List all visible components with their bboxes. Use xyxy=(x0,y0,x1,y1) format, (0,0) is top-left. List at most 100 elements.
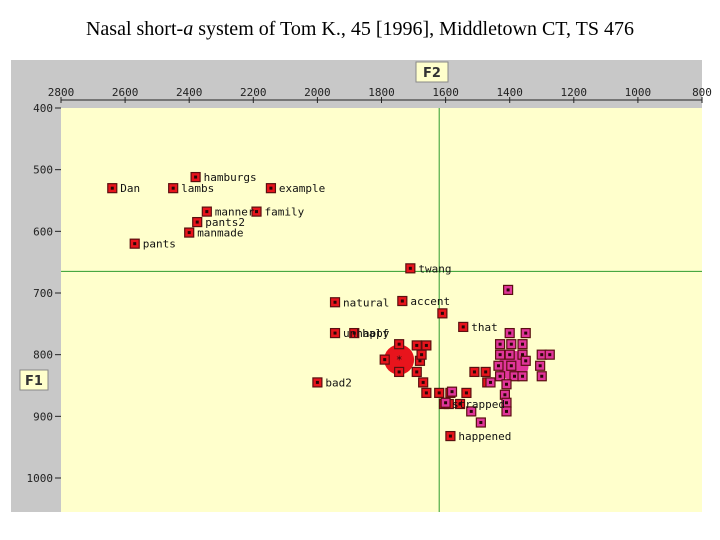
x-tick-label: 1000 xyxy=(625,86,652,99)
data-point-core xyxy=(504,409,508,413)
point-label: family xyxy=(265,206,305,219)
series-mean-marker xyxy=(384,344,415,375)
point-label: accent xyxy=(410,295,450,308)
data-point-core xyxy=(255,210,259,214)
x-tick-label: 2200 xyxy=(240,86,267,99)
x-axis-label-box xyxy=(415,61,449,83)
data-point-core xyxy=(448,434,452,438)
data-point-core xyxy=(315,380,319,384)
y-tick-label: 800 xyxy=(33,349,53,362)
data-point-core xyxy=(484,370,488,374)
y-tick-label: 900 xyxy=(33,410,53,423)
data-point-core xyxy=(415,370,419,374)
point-label: strapped xyxy=(452,398,505,411)
data-point-core xyxy=(195,220,199,224)
x-tick-label: 1800 xyxy=(368,86,395,99)
data-point-core xyxy=(524,331,528,335)
slide-title: Nasal short-a system of Tom K., 45 [1996… xyxy=(0,18,720,41)
point-label: hamburgs xyxy=(204,171,257,184)
data-point-core xyxy=(437,391,441,395)
data-point-core xyxy=(194,175,198,179)
data-point-core xyxy=(458,402,462,406)
x-tick-label: 1400 xyxy=(496,86,523,99)
data-point-core xyxy=(420,353,424,357)
y-tick-label: 600 xyxy=(33,225,53,238)
x-tick-label: 2800 xyxy=(48,86,75,99)
data-point-core xyxy=(521,374,525,378)
data-point-core xyxy=(506,288,510,292)
x-tick-label: 2400 xyxy=(176,86,203,99)
data-point-core xyxy=(424,391,428,395)
x-tick-label: 1600 xyxy=(432,86,459,99)
data-point-core xyxy=(521,342,525,346)
data-point-core xyxy=(205,210,209,214)
point-label: unhappy xyxy=(343,327,390,340)
point-label: twang xyxy=(418,262,451,275)
data-point-core xyxy=(421,380,425,384)
data-point-core xyxy=(498,374,502,378)
point-label: bad2 xyxy=(325,376,352,389)
data-point-core xyxy=(509,342,513,346)
data-point-core xyxy=(488,380,492,384)
data-point-core xyxy=(496,364,500,368)
data-point-core xyxy=(504,382,508,386)
data-point-core xyxy=(418,359,422,363)
x-axis-label: F2 xyxy=(423,66,441,81)
data-point-core xyxy=(352,331,356,335)
data-point-core xyxy=(540,374,544,378)
data-point-core xyxy=(509,364,513,368)
data-point-core xyxy=(400,299,404,303)
plot-area xyxy=(61,108,702,512)
title-italic-a: a xyxy=(183,18,194,40)
point-label: natural xyxy=(343,296,389,309)
data-point-core xyxy=(269,186,273,190)
y-tick-label: 500 xyxy=(33,164,53,177)
data-point-core xyxy=(524,359,528,363)
x-tick-label: 1200 xyxy=(561,86,588,99)
data-point-core xyxy=(333,331,337,335)
data-point-core xyxy=(548,353,552,357)
title-text: Nasal short- xyxy=(85,18,184,40)
point-label: lambs xyxy=(181,182,214,195)
data-point-core xyxy=(408,266,412,270)
data-point-core xyxy=(110,186,114,190)
point-label: happened xyxy=(458,430,511,443)
data-point-core xyxy=(513,374,517,378)
data-point-core xyxy=(397,342,401,346)
point-label: Dan xyxy=(120,182,140,195)
y-tick-label: 1000 xyxy=(27,472,54,485)
x-tick-label: 2000 xyxy=(304,86,331,99)
point-label: pants2 xyxy=(205,216,245,229)
title-text-rest: system of Tom K., 45 [1996], Middletown … xyxy=(193,18,635,40)
x-tick-label: 2600 xyxy=(112,86,139,99)
data-point-core xyxy=(498,353,502,357)
data-point-core xyxy=(450,390,454,394)
data-point-core xyxy=(521,353,525,357)
data-point-core xyxy=(187,231,191,235)
data-point-core xyxy=(133,242,137,246)
data-point-core xyxy=(440,311,444,315)
data-point-core xyxy=(498,342,502,346)
data-point-core xyxy=(383,358,387,362)
point-label: manmade xyxy=(197,227,243,240)
point-label: manner xyxy=(215,206,255,219)
mean-marker-glyph: * xyxy=(396,354,403,367)
data-point-core xyxy=(415,343,419,347)
x-tick-label: 800 xyxy=(692,86,712,99)
y-tick-label: 400 xyxy=(33,102,53,115)
data-point-core xyxy=(479,421,483,424)
data-point-core xyxy=(508,331,512,335)
data-point-core xyxy=(472,370,476,374)
data-point-core xyxy=(461,325,465,329)
data-point-core xyxy=(397,370,401,374)
data-point-core xyxy=(504,401,508,405)
data-point-core xyxy=(444,401,448,405)
y-axis-label: F1 xyxy=(25,374,43,389)
data-point-core xyxy=(333,300,337,304)
data-point-core xyxy=(469,409,473,413)
data-point-core xyxy=(503,393,507,397)
data-point-core xyxy=(171,186,175,190)
data-point-core xyxy=(538,364,542,368)
point-label: example xyxy=(279,182,325,195)
